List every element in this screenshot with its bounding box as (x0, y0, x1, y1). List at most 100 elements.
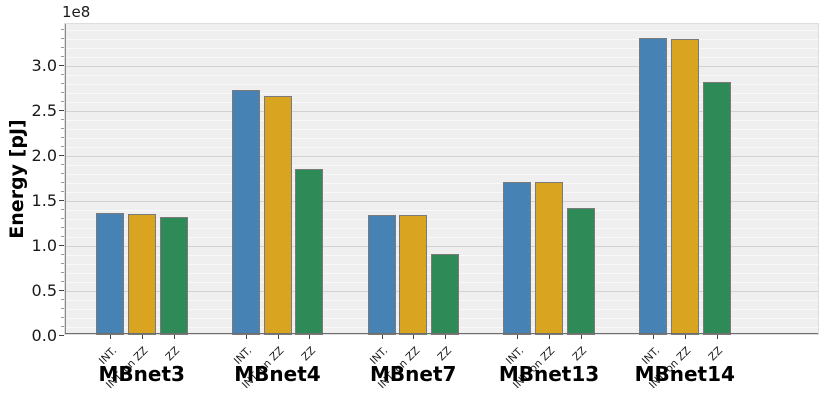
x-tick-label-text: ZZ (163, 344, 183, 364)
y-minor-tick-mark (61, 92, 64, 93)
x-tick-mark (684, 335, 686, 339)
bar-MBnet7-INT. (367, 215, 396, 335)
y-minor-tick-mark (61, 299, 64, 300)
bar-MBnet13-INT. on ZZ (535, 182, 563, 335)
y-minor-tick-mark (61, 209, 64, 210)
y-tick-mark (59, 245, 64, 247)
x-tick-mark (381, 335, 383, 339)
bar-MBnet3-INT. (96, 212, 124, 335)
x-tick-label-text: ZZ (570, 344, 590, 364)
y-tick-label: 0.0 (31, 325, 57, 345)
y-minor-tick-mark (61, 74, 64, 75)
y-minor-tick-mark (61, 281, 64, 282)
y-minor-tick-mark (61, 29, 64, 30)
bar-MBnet14-ZZ (702, 82, 731, 335)
y-tick-mark (59, 155, 64, 157)
minor-gridline (65, 39, 818, 40)
x-axis-spine (65, 333, 818, 334)
bar-MBnet3-ZZ (159, 217, 188, 335)
minor-gridline (65, 75, 818, 76)
bar-MBnet4-INT. on ZZ (263, 95, 292, 335)
y-minor-tick-mark (61, 272, 64, 273)
bar-MBnet13-ZZ (566, 208, 595, 335)
x-tick-mark (141, 335, 143, 339)
minor-gridline (65, 120, 818, 121)
bar-MBnet7-INT. on ZZ (399, 215, 428, 335)
minor-gridline (65, 174, 818, 175)
y-minor-tick-mark (61, 101, 64, 102)
y-minor-tick-mark (61, 56, 64, 57)
group-label-MBnet7: MBnet7 (370, 362, 457, 386)
y-tick-label: 3.0 (31, 55, 57, 75)
bar-MBnet14-INT. on ZZ (670, 38, 699, 335)
minor-gridline (65, 210, 818, 211)
y-minor-tick-mark (61, 191, 64, 192)
minor-gridline (65, 102, 818, 103)
minor-gridline (65, 219, 818, 220)
minor-gridline (65, 147, 818, 148)
bar-MBnet4-INT. (231, 90, 260, 335)
y-tick-mark (59, 65, 64, 67)
y-axis-spine (65, 24, 66, 334)
bar-MBnet14-INT. (639, 38, 667, 335)
x-tick-label-text: ZZ (706, 344, 726, 364)
y-tick-label: 1.5 (31, 190, 57, 210)
x-tick-label-text: ZZ (299, 344, 318, 364)
minor-gridline (65, 129, 818, 130)
y-minor-tick-mark (61, 308, 64, 309)
x-tick-mark (580, 335, 582, 339)
y-minor-tick-mark (61, 83, 64, 84)
minor-gridline (65, 228, 818, 229)
x-tick-mark (110, 335, 112, 339)
y-minor-tick-mark (61, 182, 64, 183)
y-tick-mark (59, 200, 64, 202)
y-minor-tick-mark (61, 263, 64, 264)
minor-gridline (65, 30, 818, 31)
y-tick-mark (59, 110, 64, 112)
y-tick-label: 1.0 (31, 235, 57, 255)
x-tick-mark (653, 335, 655, 339)
minor-gridline (65, 192, 818, 193)
x-tick-label-text: ZZ (435, 344, 454, 364)
group-label-MBnet14: MBnet14 (634, 362, 735, 386)
bar-MBnet13-INT. (503, 182, 532, 335)
group-label-MBnet3: MBnet3 (98, 362, 185, 386)
y-minor-tick-mark (61, 227, 64, 228)
major-gridline (65, 66, 818, 67)
y-minor-tick-mark (61, 146, 64, 147)
bar-MBnet4-ZZ (295, 169, 324, 335)
x-tick-mark (245, 335, 247, 339)
group-label-MBnet4: MBnet4 (234, 362, 321, 386)
x-tick-mark (716, 335, 718, 339)
x-tick-mark (413, 335, 415, 339)
minor-gridline (65, 237, 818, 238)
x-tick-mark (277, 335, 279, 339)
minor-gridline (65, 93, 818, 94)
y-minor-tick-mark (61, 326, 64, 327)
y-tick-mark (59, 335, 64, 337)
minor-gridline (65, 84, 818, 85)
y-minor-tick-mark (61, 317, 64, 318)
x-tick-mark (517, 335, 519, 339)
y-tick-label: 2.0 (31, 145, 57, 165)
y-minor-tick-mark (61, 119, 64, 120)
y-minor-tick-mark (61, 38, 64, 39)
minor-gridline (65, 165, 818, 166)
minor-gridline (65, 183, 818, 184)
y-tick-mark (59, 290, 64, 292)
minor-gridline (65, 57, 818, 58)
y-axis-offset-label: 1e8 (62, 3, 91, 21)
major-gridline (65, 111, 818, 112)
major-gridline (65, 156, 818, 157)
y-minor-tick-mark (61, 47, 64, 48)
y-tick-label: 0.5 (31, 280, 57, 300)
y-tick-label: 2.5 (31, 100, 57, 120)
x-tick-mark (173, 335, 175, 339)
bar-MBnet7-ZZ (431, 254, 459, 335)
y-minor-tick-mark (61, 236, 64, 237)
bar-MBnet3-INT. on ZZ (127, 214, 156, 335)
major-gridline (65, 246, 818, 247)
minor-gridline (65, 138, 818, 139)
y-minor-tick-mark (61, 173, 64, 174)
